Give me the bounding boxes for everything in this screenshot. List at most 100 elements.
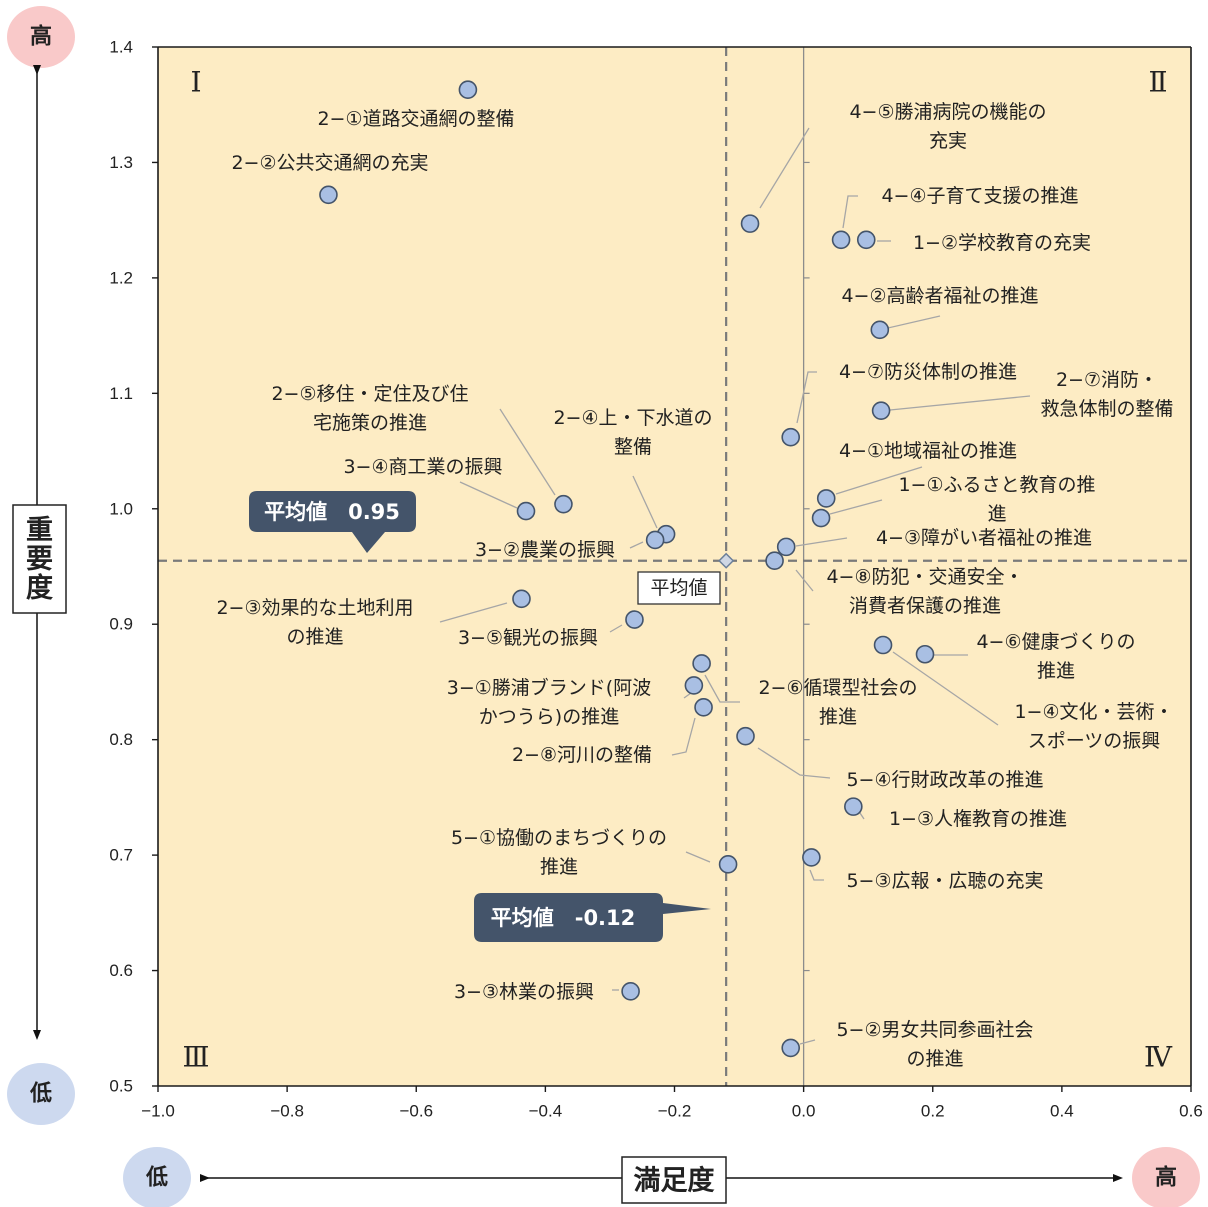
x-axis-title: 満足度 [634, 1165, 715, 1197]
x-tick-label: 0.0 [792, 1102, 816, 1121]
leader-line [459, 481, 518, 509]
point-label: 2−⑤移住・定住及び住宅施策の推進 [271, 383, 468, 434]
data-point [740, 214, 760, 233]
point-label: 2−①道路交通網の整備 [317, 108, 514, 130]
leader-line [609, 624, 623, 633]
leader-line [632, 475, 658, 529]
data-point [873, 635, 893, 655]
quadrant-label: Ⅰ [190, 66, 201, 99]
x-low-badge-text: 低 [145, 1166, 168, 1191]
point-label: 1−②学校教育の充実 [913, 232, 1091, 254]
leader-line [809, 869, 824, 881]
data-point [781, 1038, 801, 1058]
y-tick-label: 1.4 [109, 38, 133, 57]
y-axis-title: 重要度 [26, 515, 53, 604]
point-label: 3−①勝浦ブランド(阿波かつうら)の推進 [447, 676, 651, 728]
data-point [694, 698, 713, 717]
y-title-box [12, 504, 67, 614]
data-point [781, 427, 801, 447]
leader-line [892, 651, 999, 726]
point-label: 1−④文化・芸術・スポーツの振興 [1014, 701, 1173, 752]
point-label: 5−④行財政改革の推進 [846, 769, 1043, 791]
leader-line [829, 499, 883, 515]
y-high-badge [7, 6, 75, 68]
point-label: 5−①協働のまちづくりの推進 [451, 827, 667, 878]
x-tick-label: −0.2 [658, 1102, 692, 1121]
point-label: 2−⑥循環型社会の推進 [758, 677, 917, 728]
point-label: 3−⑤観光の振興 [458, 627, 598, 649]
average-y-callout [249, 491, 416, 553]
data-point [319, 185, 338, 205]
leader-line [439, 602, 508, 623]
point-label: 4−⑥健康づくりの推進 [976, 631, 1135, 682]
point-label: 1−③人権教育の推進 [889, 808, 1067, 830]
data-point [871, 401, 891, 420]
leader-line [835, 466, 923, 495]
leader-line [704, 674, 740, 703]
data-point [684, 676, 704, 695]
leader-line [757, 747, 831, 779]
data-point [516, 501, 536, 521]
leader-line [796, 371, 817, 424]
x-tick-label: −1.0 [141, 1102, 175, 1121]
point-label: 5−②男女共同参画社会の推進 [836, 1019, 1033, 1070]
data-point [856, 230, 876, 250]
quadrant-label: Ⅲ [182, 1041, 209, 1074]
point-label: 4−②高齢者福祉の推進 [841, 285, 1038, 307]
point-label: 4−⑤勝浦病院の機能の充実 [849, 101, 1046, 152]
point-label: 2−⑦消防・救急体制の整備 [1040, 369, 1173, 420]
plot-area [158, 47, 1191, 1086]
point-label: 1−①ふるさと教育の推進 [898, 474, 1095, 525]
point-label: 2−③効果的な土地利用の推進 [216, 597, 413, 648]
x-high-badge-text: 高 [1155, 1165, 1177, 1191]
leader-line [499, 408, 556, 496]
y-tick-label: 1.1 [109, 384, 133, 403]
x-low-badge [123, 1147, 191, 1207]
point-label: 4−④子育て支援の推進 [881, 185, 1078, 207]
average-marker [718, 552, 735, 569]
leader-line [795, 569, 814, 592]
average-label: 平均値 [650, 577, 707, 599]
quadrant-label: Ⅱ [1148, 66, 1167, 99]
x-tick-label: 0.2 [921, 1102, 945, 1121]
leader-line [685, 851, 711, 863]
point-label: 3−②農業の振興 [475, 539, 615, 561]
y-tick-label: 1.0 [109, 499, 133, 518]
data-point [621, 982, 640, 1001]
data-point [844, 797, 863, 816]
x-high-badge [1132, 1147, 1200, 1207]
leader-line [671, 717, 696, 756]
point-label: 2−②公共交通網の充実 [231, 152, 428, 174]
leader-line [795, 537, 848, 547]
data-point [915, 644, 935, 664]
y-tick-label: 0.7 [109, 846, 133, 865]
y-low-badge [7, 1063, 75, 1125]
average-x-callout-text: 平均値 -0.12 [491, 906, 636, 930]
leader-line [889, 395, 1031, 411]
x-tick-label: −0.4 [529, 1102, 563, 1121]
point-label: 2−④上・下水道の整備 [553, 407, 712, 458]
point-label: 2−⑧河川の整備 [512, 744, 652, 766]
quadrant-label: Ⅳ [1144, 1041, 1173, 1074]
data-point [458, 80, 478, 100]
point-label: 4−⑧防犯・交通安全・消費者保護の推進 [826, 566, 1023, 617]
average-y-callout-text: 平均値 0.95 [264, 500, 400, 524]
data-point [718, 855, 738, 874]
point-label: 4−①地域福祉の推進 [839, 440, 1017, 462]
data-point [831, 230, 851, 250]
y-tick-label: 1.3 [109, 153, 133, 172]
data-point [816, 489, 836, 508]
leader-line [799, 1039, 816, 1045]
x-tick-label: −0.8 [270, 1102, 304, 1121]
y-tick-label: 0.8 [109, 730, 133, 749]
data-point [625, 610, 644, 629]
y-tick-label: 0.6 [109, 961, 133, 980]
data-point [802, 848, 821, 867]
point-label: 4−③障がい者福祉の推進 [876, 527, 1092, 549]
leader-line [629, 541, 644, 549]
data-point [645, 530, 665, 550]
y-tick-label: 1.2 [109, 268, 133, 287]
data-point [811, 508, 831, 528]
point-label: 5−③広報・広聴の充実 [846, 870, 1043, 892]
